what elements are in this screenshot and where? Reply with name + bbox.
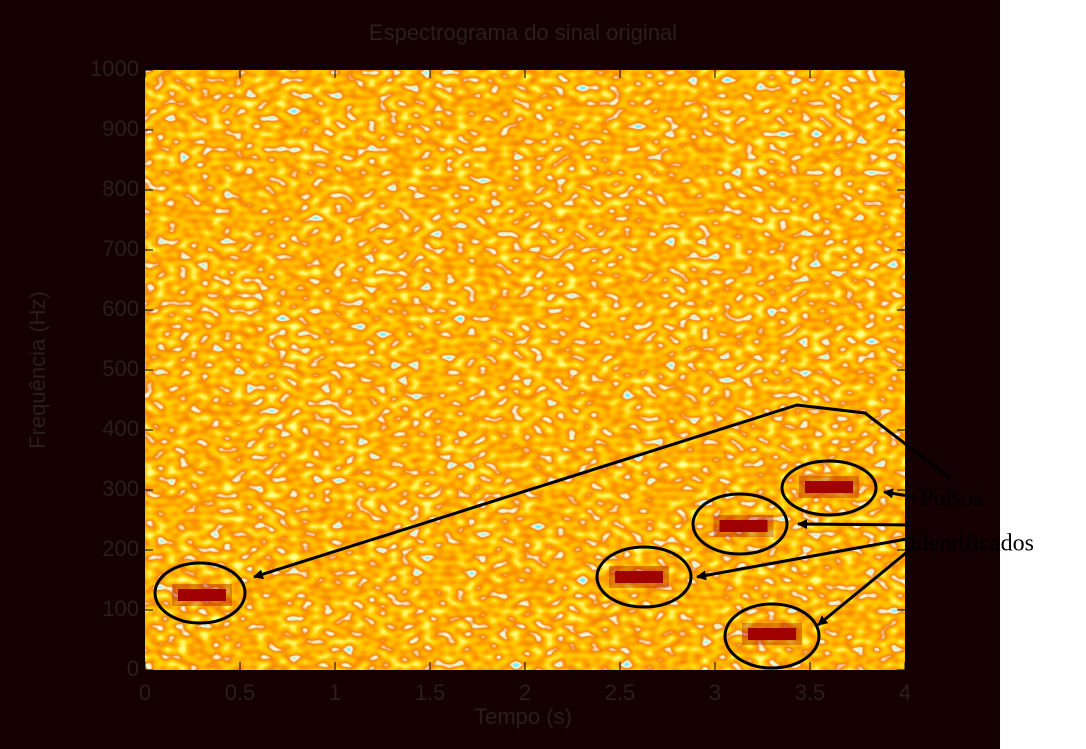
- arrow: [798, 524, 912, 525]
- y-tick-label: 900: [102, 116, 139, 141]
- x-tick-label: 4: [899, 680, 911, 705]
- y-tick-label: 500: [102, 356, 139, 381]
- x-tick-label: 1.5: [415, 680, 446, 705]
- y-tick-label: 0: [127, 656, 139, 681]
- x-tick-label: 2: [519, 680, 531, 705]
- pulse-halo: [799, 476, 859, 498]
- pulse-halo: [609, 566, 669, 588]
- x-tick-label: 3: [709, 680, 721, 705]
- y-tick-label: 100: [102, 596, 139, 621]
- pulse-halo: [714, 515, 774, 537]
- chart: Espectrograma do sinal original Tempo (s…: [0, 0, 1086, 749]
- y-tick-label: 200: [102, 536, 139, 561]
- spectrogram-texture: [145, 70, 905, 670]
- x-axis-label: Tempo (s): [474, 704, 572, 729]
- x-tick-label: 0: [139, 680, 151, 705]
- x-tick-label: 0.5: [225, 680, 256, 705]
- pulse-halo: [742, 623, 802, 645]
- y-tick-label: 300: [102, 476, 139, 501]
- y-tick-label: 700: [102, 236, 139, 261]
- x-tick-label: 3.5: [795, 680, 826, 705]
- x-tick-label: 1: [329, 680, 341, 705]
- y-tick-label: 600: [102, 296, 139, 321]
- chart-title: Espectrograma do sinal original: [369, 20, 677, 45]
- x-tick-label: 2.5: [605, 680, 636, 705]
- annotation-text: Pulsos: [920, 486, 983, 512]
- y-tick-label: 400: [102, 416, 139, 441]
- annotation-text: identificados: [910, 531, 1034, 557]
- y-tick-label: 800: [102, 176, 139, 201]
- pulse-halo: [172, 584, 232, 606]
- y-axis-label: Frequência (Hz): [25, 291, 50, 449]
- y-tick-label: 1000: [90, 56, 139, 81]
